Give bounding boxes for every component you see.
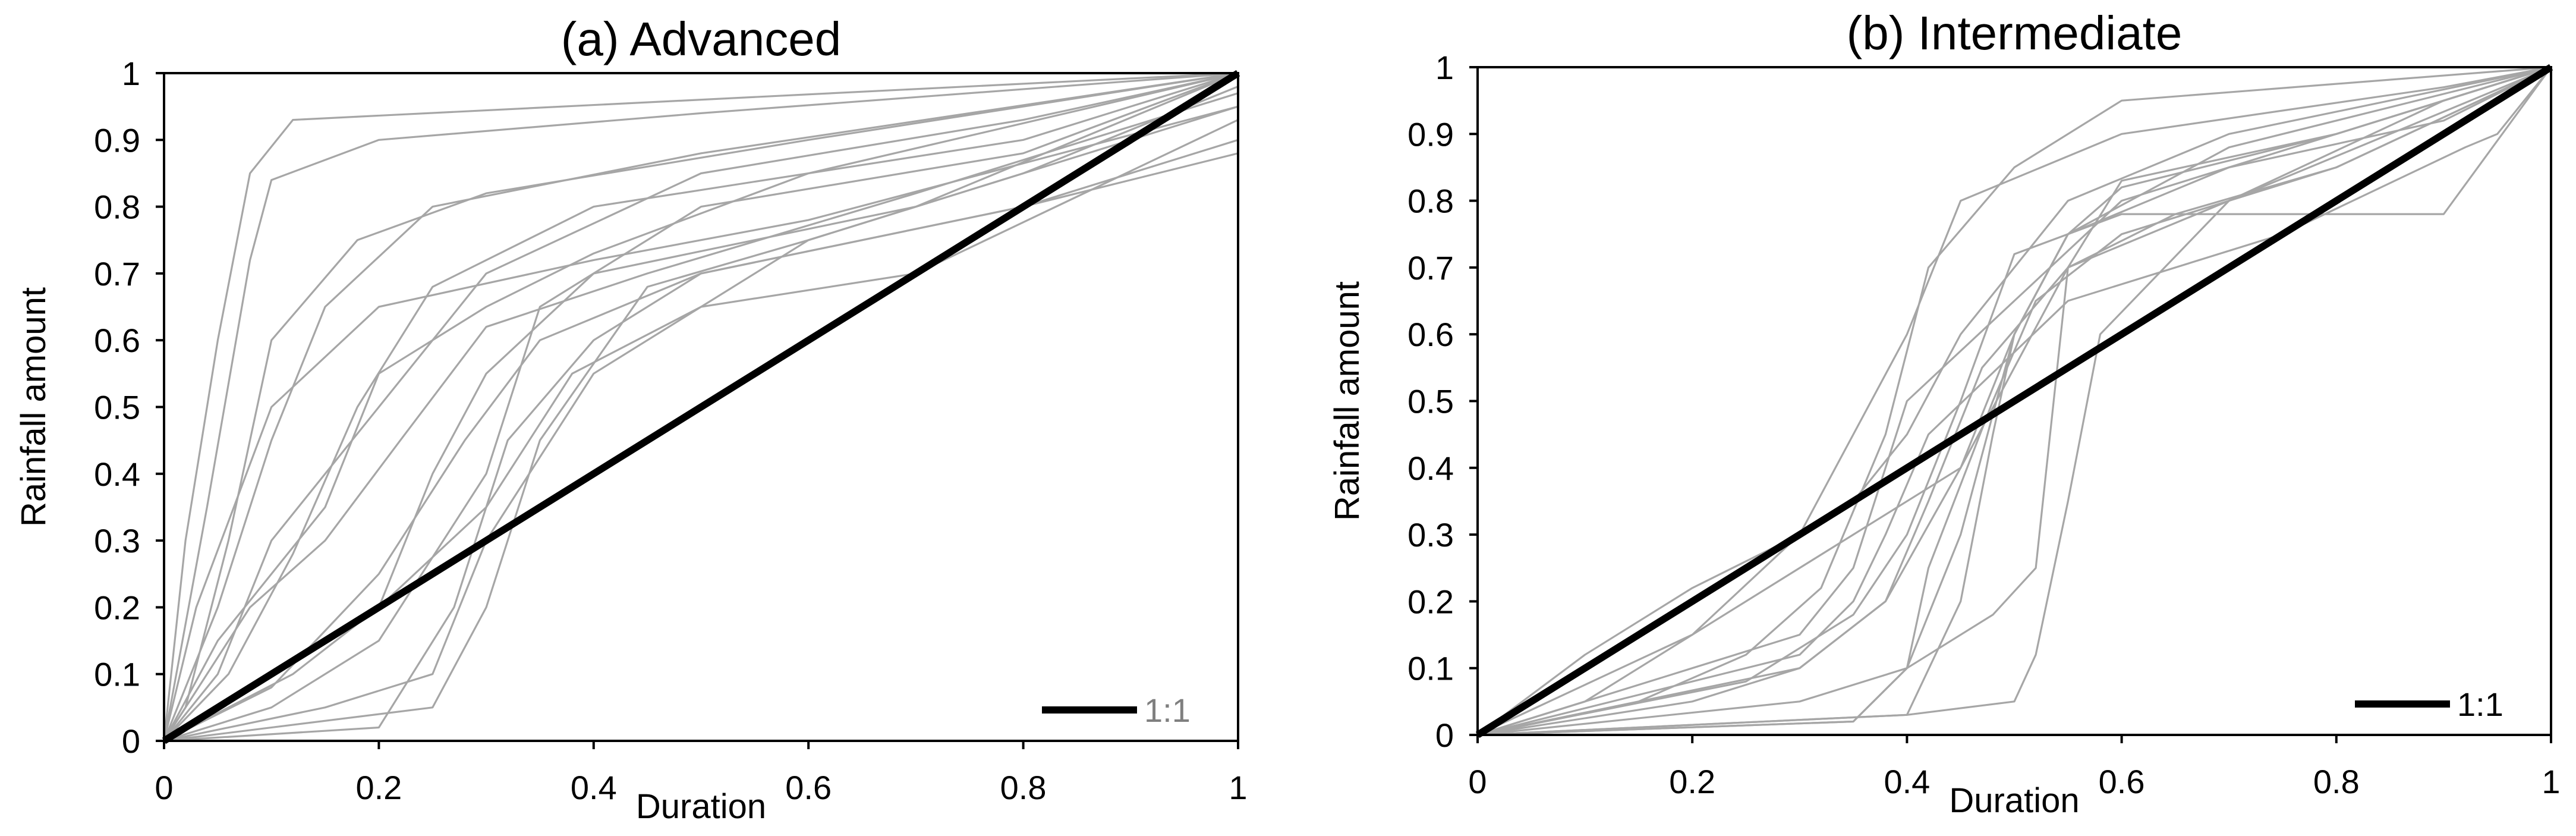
series-line-8 <box>1477 66 2552 736</box>
series-line-12 <box>163 92 1239 741</box>
y-tick-label: 0.4 <box>1407 450 1454 487</box>
series-line-14 <box>1477 66 2552 736</box>
reference-line-1to1 <box>1475 64 2553 738</box>
series-line-14 <box>163 86 1239 742</box>
series-line-15 <box>163 72 1239 742</box>
series-line-8 <box>163 105 1239 742</box>
y-tick-label: 0 <box>1435 716 1454 754</box>
series-line-12 <box>1477 66 2552 736</box>
x-tick-label: 0.4 <box>571 769 617 806</box>
chart-panel-intermediate: (b) Intermediate 0 0.1 0.2 0.3 0.4 0.5 0.6 0.7 0.… <box>1328 7 2561 820</box>
series-line-13 <box>163 119 1239 742</box>
x-tick-label: 1 <box>2542 763 2560 800</box>
series-line-6 <box>1477 66 2552 736</box>
series-line-2 <box>163 72 1239 741</box>
x-tick-label: 0.2 <box>355 769 402 806</box>
x-tick-label: 0.8 <box>1000 769 1047 806</box>
y-tick-label: 0.5 <box>94 389 140 426</box>
series-line-10 <box>1477 66 2552 736</box>
y-axis-label: Rainfall amount <box>1328 281 1366 521</box>
x-tick-label: 0.2 <box>1669 763 1715 800</box>
y-tick-label: 0.2 <box>94 589 140 626</box>
chart-title: (b) Intermediate <box>1847 7 2183 59</box>
y-tick-label: 0.8 <box>1407 183 1454 220</box>
series-line-5 <box>163 72 1239 742</box>
x-tick-label: 0 <box>1468 763 1487 800</box>
y-tick-label: 1 <box>122 55 140 92</box>
y-tick-label: 0.9 <box>94 121 140 159</box>
legend-label-1to1: 1:1 <box>1144 692 1191 729</box>
legend: 1:1 <box>2355 686 2503 723</box>
y-tick-label: 0.3 <box>94 522 140 560</box>
chart-panel-advanced: (a) Advanced 0 0.1 0.2 0.3 0.4 0.5 0.6 0.7 0.8 0.9… <box>14 12 1248 826</box>
y-tick-label: 0.4 <box>94 455 140 493</box>
y-tick-label: 0.7 <box>94 255 140 293</box>
y-tick-label: 0.1 <box>1407 650 1454 687</box>
x-tick-label: 0.4 <box>1884 763 1930 800</box>
x-tick-label: 0.8 <box>2313 763 2360 800</box>
x-tick-label: 1 <box>1229 769 1247 806</box>
x-axis-label: Duration <box>1949 781 2079 820</box>
y-axis-label: Rainfall amount <box>14 287 53 527</box>
series-line-7 <box>163 72 1239 741</box>
series-line-1 <box>163 72 1239 741</box>
series-line-13 <box>1477 66 2552 736</box>
y-tick-label: 0.7 <box>1407 249 1454 287</box>
series-line-1 <box>1477 66 2552 736</box>
series-group <box>1477 66 2552 736</box>
y-tick-label: 0 <box>122 722 140 760</box>
chart-title: (a) Advanced <box>561 12 841 65</box>
y-tick-label: 0.6 <box>1407 316 1454 353</box>
series-line-9 <box>1477 66 2552 736</box>
x-tick-label: 0.6 <box>785 769 832 806</box>
legend: 1:1 <box>1042 692 1191 729</box>
y-tick-label: 0.1 <box>94 656 140 693</box>
legend-label-1to1: 1:1 <box>2457 686 2503 723</box>
series-line-9 <box>163 139 1239 742</box>
x-tick-label: 0 <box>155 769 173 806</box>
y-tick-label: 0.9 <box>1407 115 1454 153</box>
series-line-16 <box>163 72 1239 741</box>
y-tick-label: 0.2 <box>1407 583 1454 620</box>
series-line-11 <box>163 105 1239 741</box>
reference-line-1to1 <box>162 70 1240 744</box>
y-tick-label: 0.6 <box>94 322 140 359</box>
series-line-10 <box>163 152 1239 742</box>
y-tick-label: 0.5 <box>1407 383 1454 420</box>
y-tick-label: 0.3 <box>1407 516 1454 554</box>
x-axis-label: Duration <box>636 787 766 826</box>
y-tick-label: 1 <box>1435 49 1454 86</box>
series-line-3 <box>163 72 1239 741</box>
x-tick-label: 0.6 <box>2099 763 2145 800</box>
y-tick-label: 0.8 <box>94 188 140 226</box>
